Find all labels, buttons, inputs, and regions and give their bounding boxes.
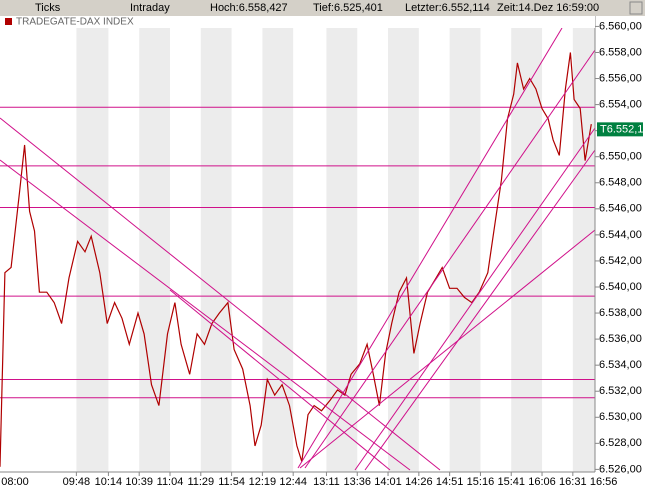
trend-line (304, 49, 596, 469)
x-tick-label: 11:04 (157, 476, 184, 488)
time: Zeit:14.Dez 16:59:00 (497, 2, 599, 14)
trend-line (0, 117, 441, 471)
y-tick-label: 6.554,00 (599, 99, 642, 111)
bands (76, 16, 595, 472)
legend-swatch (5, 18, 12, 25)
header-bar (0, 0, 645, 16)
trend-line (297, 27, 563, 469)
x-tick-label: 14:01 (374, 476, 402, 488)
trend-line (169, 289, 391, 471)
x-tick-label: 15:16 (467, 476, 495, 488)
time-band (572, 16, 595, 472)
x-tick-label: 16:06 (528, 476, 556, 488)
y-tick-label: 6.528,00 (599, 437, 642, 449)
legend-label: TRADEGATE-DAX INDEX (16, 17, 134, 28)
last-price-box (597, 122, 643, 137)
trend-line (299, 229, 596, 469)
x-tick-label: 12:19 (249, 476, 277, 488)
x-tick-label: 11:54 (218, 476, 245, 488)
x-tick-label: 11:29 (187, 476, 214, 488)
x-tick-label: 08:00 (1, 476, 29, 488)
x-tick-label: 09:48 (63, 476, 91, 488)
last: Letzter:6.552,114 (405, 2, 490, 14)
y-tick-label: 6.538,00 (599, 307, 642, 319)
y-tick-label: 6.532,00 (599, 385, 642, 397)
time-band (449, 16, 481, 472)
y-axis-area (595, 16, 645, 492)
x-tick-label: 13:36 (343, 476, 371, 488)
x-tick-label: 10:39 (125, 476, 153, 488)
x-tick-label: 14:51 (436, 476, 464, 488)
x-axis-area (0, 472, 645, 492)
y-tick-label: 6.536,00 (599, 333, 642, 345)
x-tick-label: 13:11 (313, 476, 340, 488)
time-band (388, 16, 419, 472)
y-tick-label: 6.548,00 (599, 177, 642, 189)
y-tick-label: 6.540,00 (599, 281, 642, 293)
low: Tief:6.525,401 (313, 2, 383, 14)
time-band (262, 16, 294, 472)
price-line (0, 52, 592, 467)
time-band (76, 16, 109, 472)
high: Hoch:6.558,427 (210, 2, 288, 14)
window-button[interactable] (629, 1, 643, 15)
y-tick-label: 6.556,00 (599, 72, 642, 84)
time-band (326, 16, 358, 472)
y-tick-label: 6.550,00 (599, 151, 642, 163)
y-tick-label: 6.546,00 (599, 203, 642, 215)
x-tick-label: 14:26 (405, 476, 433, 488)
y-tick-label: 6.542,00 (599, 255, 642, 267)
x-tick-label: 12:44 (279, 476, 307, 488)
trend-line (354, 127, 596, 471)
trend-lines (0, 27, 596, 471)
mode[interactable]: Ticks (35, 2, 61, 14)
x-tick-label: 10:14 (95, 476, 123, 488)
plot (0, 52, 595, 467)
trend-line (364, 149, 596, 471)
time-band (200, 16, 232, 472)
x-tick-label: 16:56 (590, 476, 618, 488)
x-tick-label: 15:41 (497, 476, 525, 488)
period[interactable]: Intraday (130, 2, 170, 14)
y-tick-label: 6.558,00 (599, 46, 642, 58)
axes: 08:00 09:48 10:14 10:39 11:04 11:29 11:54 12:19… (1, 20, 643, 488)
x-tick-label: 16:31 (559, 476, 587, 488)
trend-line (0, 159, 411, 471)
y-tick-label: 6.526,00 (599, 463, 642, 475)
legend-row (0, 16, 595, 28)
y-tick-label: 6.560,00 (599, 20, 642, 32)
y-tick-label: 6.530,00 (599, 411, 642, 423)
y-tick-label: 6.544,00 (599, 229, 642, 241)
last-price-label: T6.552,1 (600, 123, 643, 135)
time-band (139, 16, 170, 472)
y-tick-label: 6.534,00 (599, 359, 642, 371)
